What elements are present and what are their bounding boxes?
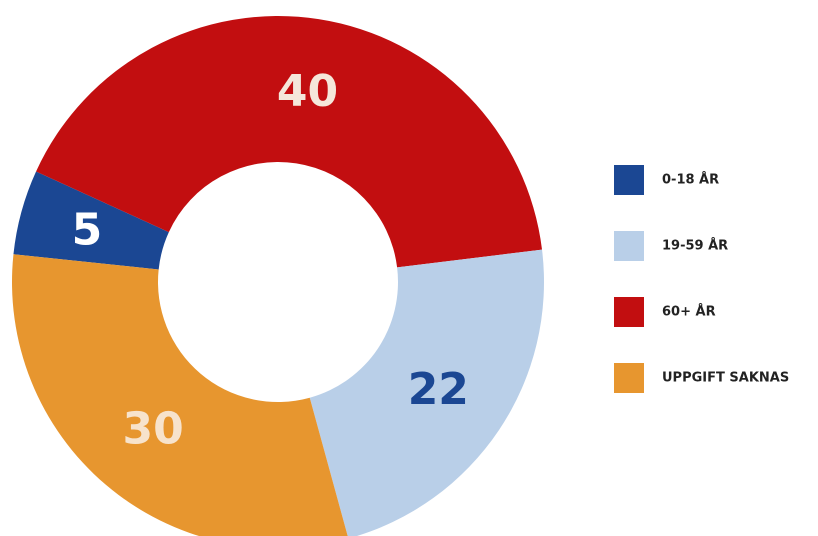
donut-segment [13, 171, 169, 270]
data-label: 30 [122, 404, 183, 455]
donut-segment [309, 249, 544, 536]
data-label: 5 [72, 204, 103, 255]
donut-segment [36, 15, 543, 268]
legend-label: UPPGIFT SAKNAS [662, 371, 789, 386]
legend-swatch [614, 165, 644, 195]
legend-label: 0-18 ÅR [662, 172, 719, 188]
data-label: 40 [277, 66, 338, 117]
donut-segment [12, 254, 348, 536]
data-label: 22 [408, 364, 469, 415]
legend-swatch [614, 231, 644, 261]
legend-swatch [614, 363, 644, 393]
legend-label: 19-59 ÅR [662, 238, 728, 254]
legend-label: 60+ ÅR [662, 304, 716, 320]
legend-swatch [614, 297, 644, 327]
